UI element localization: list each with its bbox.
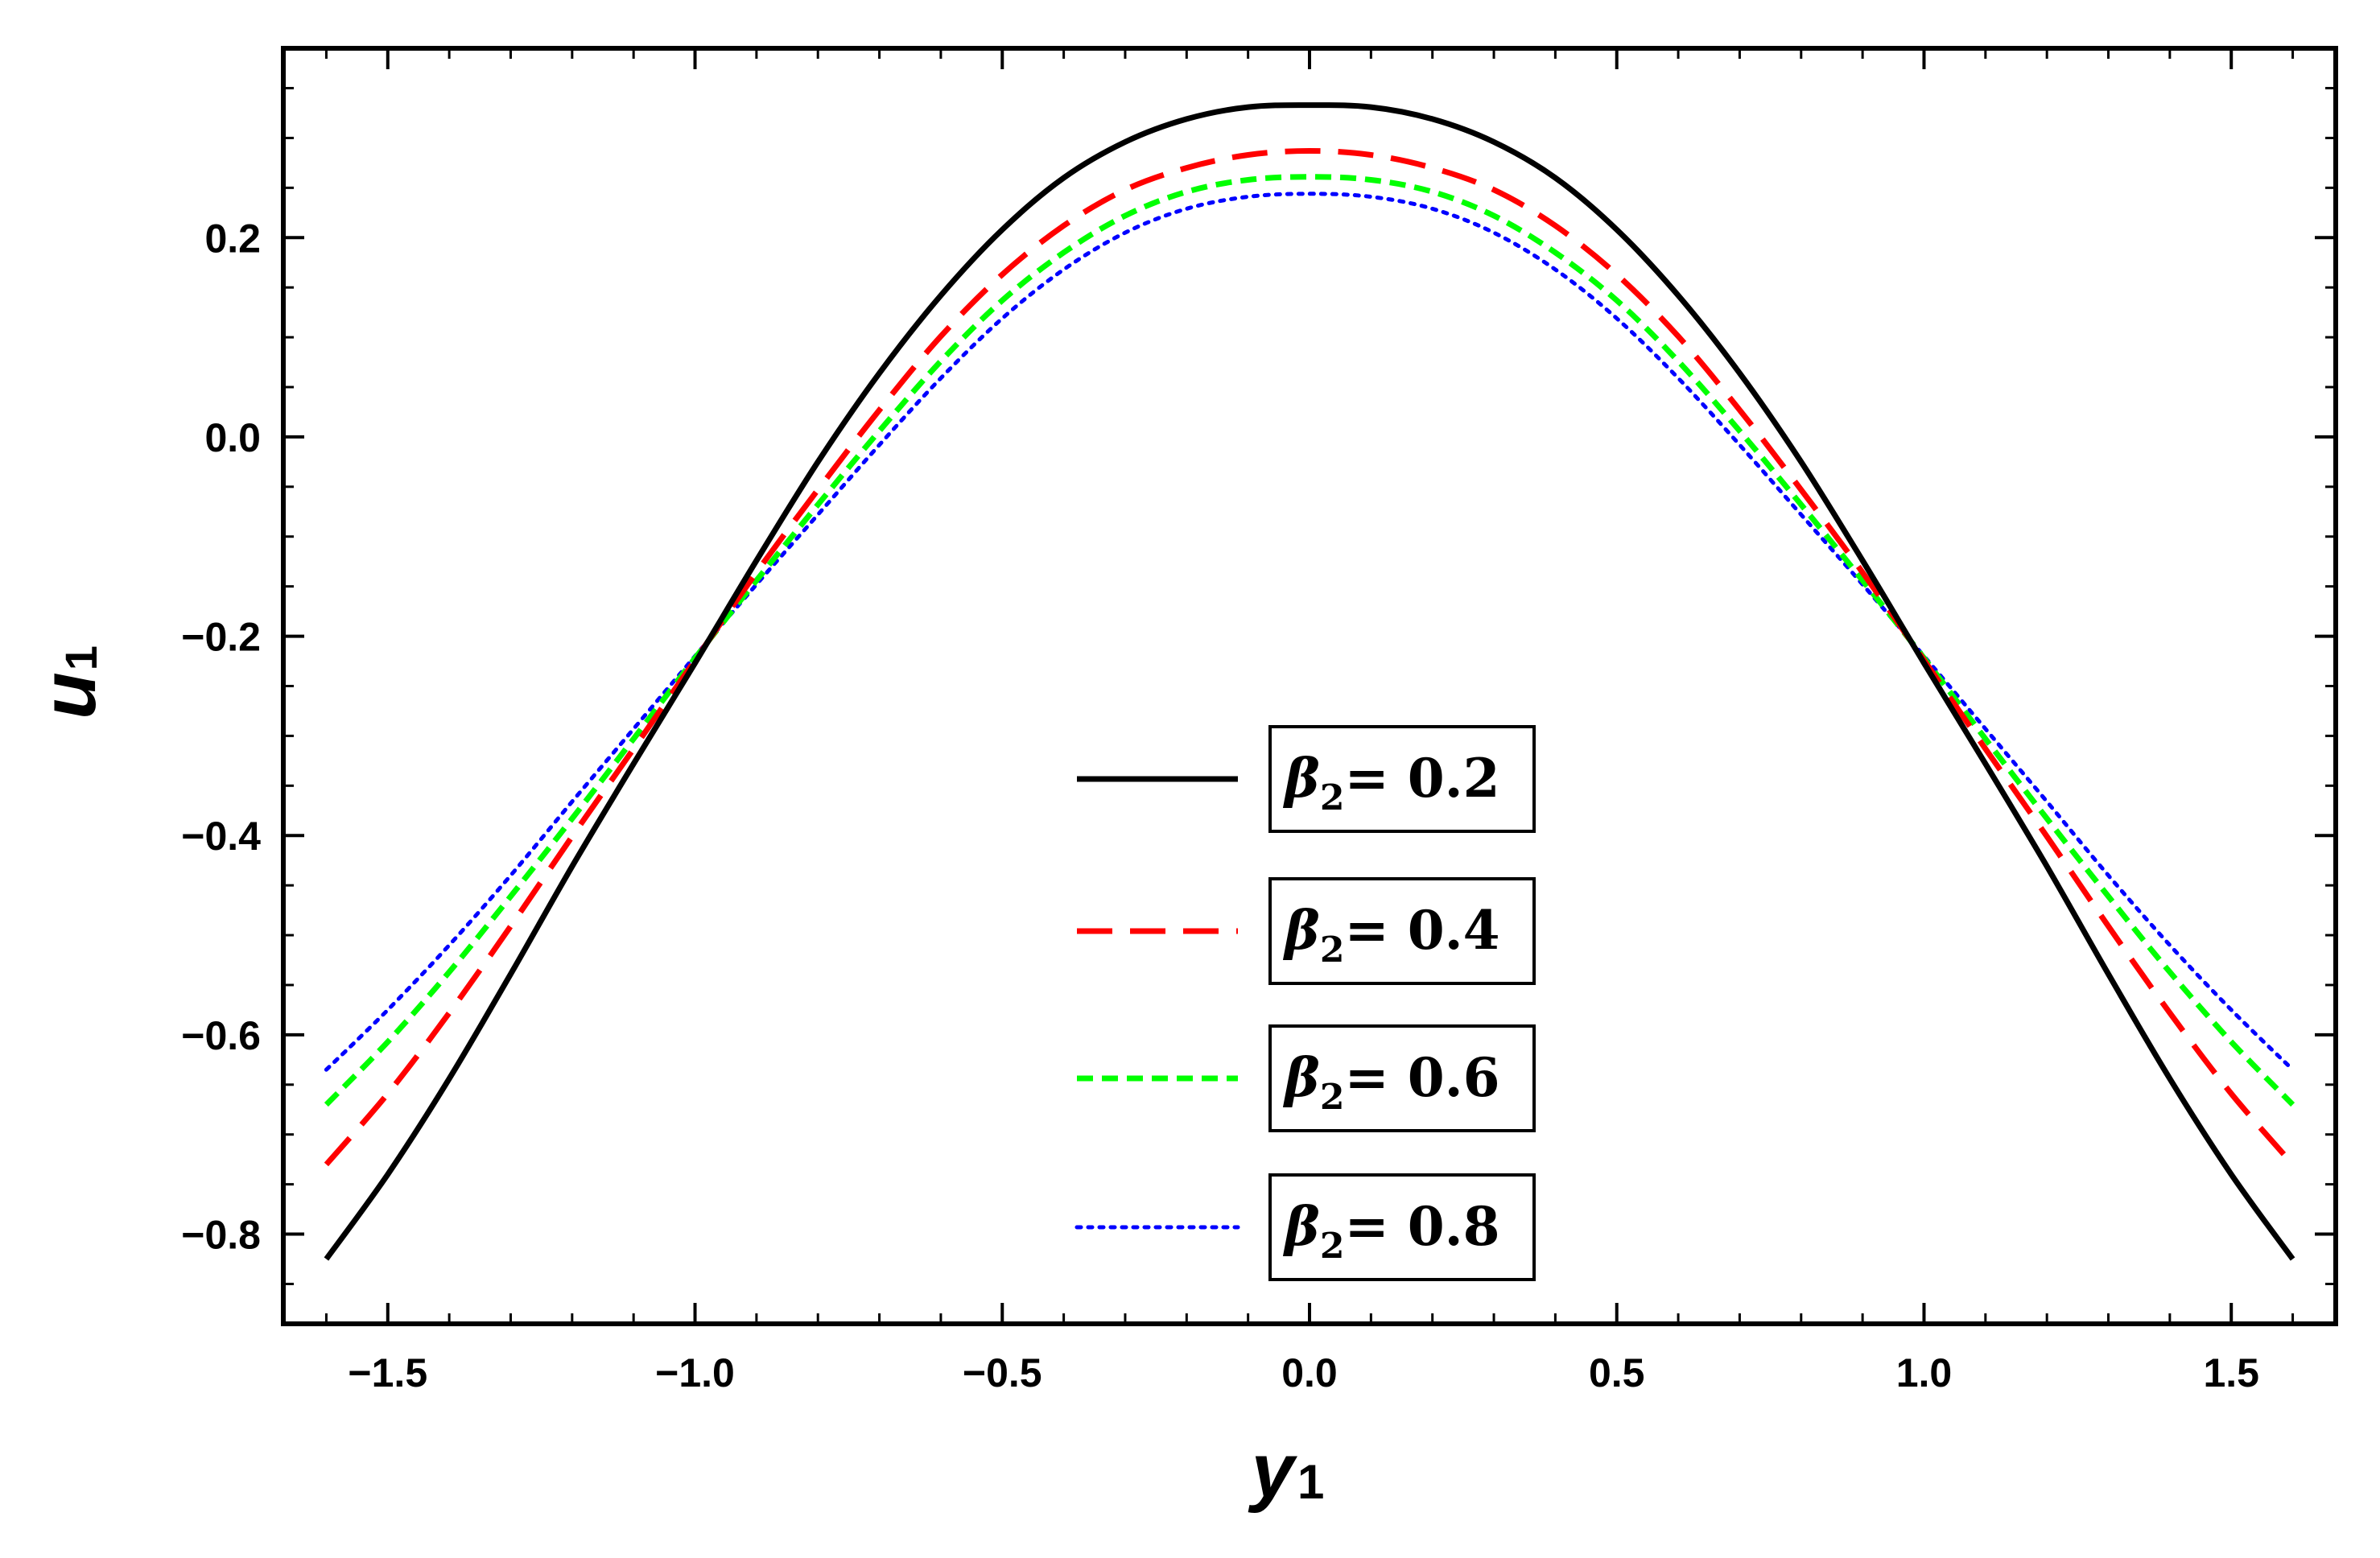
legend-label: β2= 0.4 [1282, 899, 1500, 971]
series-line-1 [324, 102, 2295, 1261]
legend-label: β2= 0.8 [1282, 1195, 1500, 1267]
legend-label-box [1268, 877, 1536, 985]
y-tick-label: −0.6 [181, 1013, 261, 1058]
plot-lines [324, 102, 2295, 1261]
x-axis-title: y1 [1248, 1428, 1325, 1514]
x-tick-label: −1.5 [348, 1350, 427, 1395]
major-ticks [283, 48, 2336, 1324]
y-tick-labels: 0.2 0.0 −0.2 −0.4 −0.6 −0.8 [181, 216, 261, 1257]
legend-label-box [1268, 725, 1536, 833]
legend-label-box [1268, 1024, 1536, 1132]
plot-frame [281, 46, 2338, 1326]
legend-item-3: β2= 0.6 [1077, 1024, 1536, 1132]
legend-item-1: β2= 0.2 [1077, 725, 1536, 833]
legend: β2= 0.2 β2= 0.4 β2= 0.6 β2= 0.8 [1075, 725, 1536, 1281]
y-axis-title: u1 [26, 645, 112, 719]
minor-ticks [283, 48, 2336, 1324]
legend-item-4: β2= 0.8 [1075, 1173, 1536, 1281]
x-tick-labels: −1.5 −1.0 −0.5 0.0 0.5 1.0 1.5 [348, 1350, 2259, 1395]
x-tick-label: −0.5 [963, 1350, 1042, 1395]
x-tick-label: 0.5 [1589, 1350, 1645, 1395]
x-tick-label: 1.0 [1896, 1350, 1953, 1395]
series-line-4 [324, 192, 2295, 1072]
y-tick-label: −0.4 [181, 814, 261, 859]
legend-label: β2= 0.2 [1282, 747, 1500, 818]
series-line-2 [324, 147, 2295, 1167]
y-axis-title-main: u [26, 672, 112, 719]
legend-item-2: β2= 0.4 [1077, 877, 1536, 985]
legend-label: β2= 0.6 [1282, 1046, 1500, 1118]
y-tick-label: −0.8 [181, 1213, 261, 1258]
x-tick-label: −1.0 [655, 1350, 735, 1395]
y-tick-label: 0.2 [204, 216, 261, 261]
x-tick-label: 1.5 [2203, 1350, 2259, 1395]
x-axis-title-subscript: 1 [1297, 1455, 1324, 1509]
y-tick-label: −0.2 [181, 615, 261, 660]
x-axis-title-main: y [1248, 1428, 1298, 1514]
y-axis-title-subscript: 1 [56, 645, 106, 670]
y-tick-label: 0.0 [204, 415, 261, 460]
legend-label-box [1268, 1173, 1536, 1281]
x-tick-label: 0.0 [1281, 1350, 1338, 1395]
series-line-3 [324, 174, 2295, 1107]
